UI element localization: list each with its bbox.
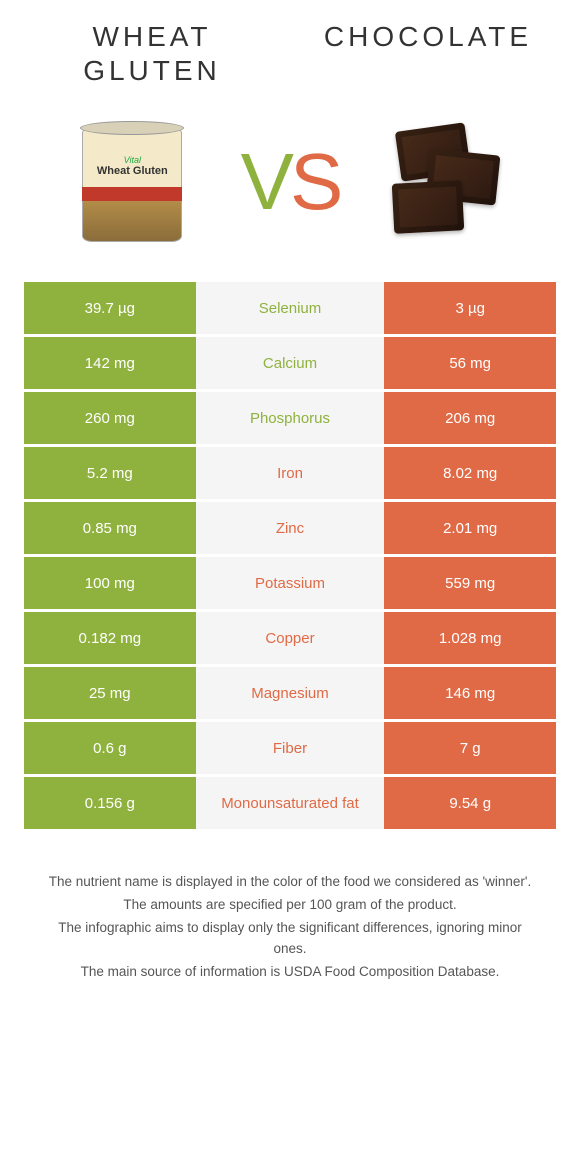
table-row: 100 mgPotassium559 mg [24,557,556,612]
table-row: 0.6 gFiber7 g [24,722,556,777]
nutrient-name: Potassium [196,557,385,609]
table-row: 0.182 mgCopper1.028 mg [24,612,556,667]
left-value: 142 mg [24,337,196,389]
right-value: 7 g [384,722,556,774]
table-row: 0.85 mgZinc2.01 mg [24,502,556,557]
nutrient-name: Selenium [196,282,385,334]
right-value: 146 mg [384,667,556,719]
table-row: 25 mgMagnesium146 mg [24,667,556,722]
right-value: 2.01 mg [384,502,556,554]
table-row: 5.2 mgIron8.02 mg [24,447,556,502]
nutrient-name: Fiber [196,722,385,774]
right-food-image [373,107,523,257]
footer-line: The main source of information is USDA F… [44,962,536,983]
vs-label: VS [241,136,340,228]
footer-line: The nutrient name is displayed in the co… [44,872,536,893]
nutrient-name: Calcium [196,337,385,389]
left-value: 5.2 mg [24,447,196,499]
nutrient-name: Monounsaturated fat [196,777,385,829]
left-value: 260 mg [24,392,196,444]
nutrient-name: Magnesium [196,667,385,719]
left-food-title: Wheat gluten [24,20,280,87]
header: Wheat gluten Chocolate [24,20,556,87]
nutrient-name: Iron [196,447,385,499]
nutrient-name: Phosphorus [196,392,385,444]
left-value: 100 mg [24,557,196,609]
footer-line: The infographic aims to display only the… [44,918,536,960]
right-food-title: Chocolate [300,20,556,87]
right-value: 206 mg [384,392,556,444]
nutrient-name: Copper [196,612,385,664]
right-value: 559 mg [384,557,556,609]
left-value: 0.85 mg [24,502,196,554]
nutrient-name: Zinc [196,502,385,554]
table-row: 0.156 gMonounsaturated fat9.54 g [24,777,556,832]
left-value: 39.7 µg [24,282,196,334]
right-value: 3 µg [384,282,556,334]
left-value: 0.156 g [24,777,196,829]
images-row: Vital Wheat Gluten VS [24,97,556,267]
right-value: 8.02 mg [384,447,556,499]
table-row: 39.7 µgSelenium3 µg [24,282,556,337]
right-value: 9.54 g [384,777,556,829]
footer-notes: The nutrient name is displayed in the co… [24,872,556,983]
right-value: 56 mg [384,337,556,389]
nutrient-table: 39.7 µgSelenium3 µg142 mgCalcium56 mg260… [24,282,556,832]
vs-s: S [290,137,339,226]
footer-line: The amounts are specified per 100 gram o… [44,895,536,916]
vs-v: V [241,137,290,226]
table-row: 142 mgCalcium56 mg [24,337,556,392]
right-value: 1.028 mg [384,612,556,664]
table-row: 260 mgPhosphorus206 mg [24,392,556,447]
left-value: 0.6 g [24,722,196,774]
left-value: 25 mg [24,667,196,719]
left-value: 0.182 mg [24,612,196,664]
left-food-image: Vital Wheat Gluten [57,107,207,257]
